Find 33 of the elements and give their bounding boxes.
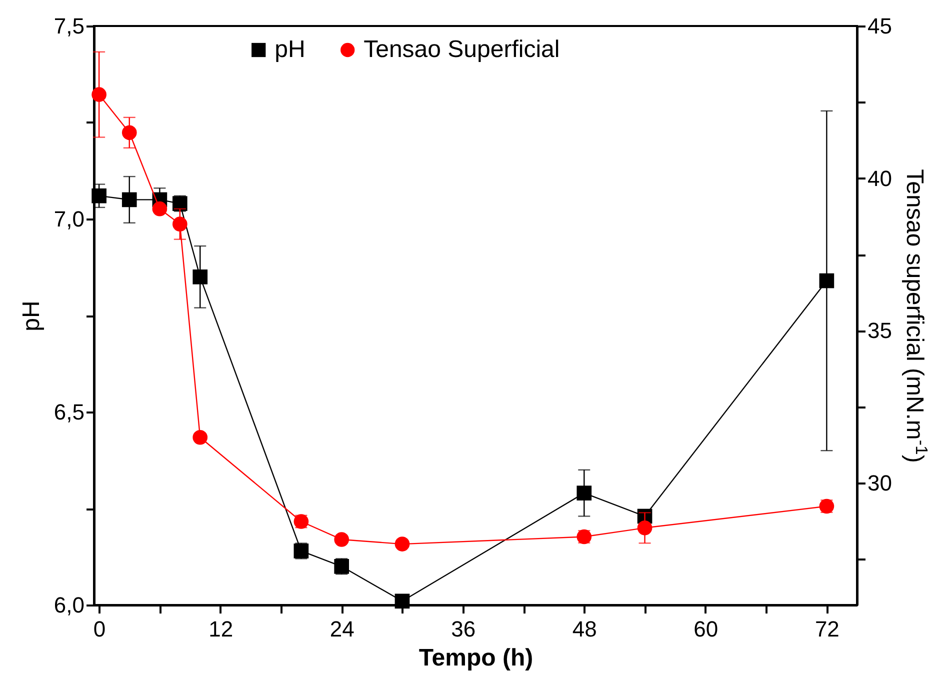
- point: [576, 486, 592, 500]
- point: [394, 536, 410, 552]
- y2-tick-label: 35: [868, 318, 892, 344]
- point: [192, 269, 208, 284]
- y-axis-title: pH: [18, 300, 45, 332]
- point: [122, 125, 137, 140]
- point: [172, 216, 188, 232]
- legend-label: Tensao Superficial: [364, 36, 560, 63]
- point: [192, 430, 208, 445]
- legend-label: pH: [274, 36, 306, 63]
- point: [394, 594, 410, 609]
- y-tick-label: 7,0: [54, 206, 84, 232]
- x-tick-label: 72: [814, 616, 840, 642]
- point: [122, 192, 137, 208]
- x-tick-label: 60: [694, 616, 718, 642]
- point: [637, 520, 652, 536]
- x-tick-label: 36: [451, 616, 476, 642]
- x-tick-label: 12: [208, 616, 234, 642]
- x-tick-label: 0: [93, 616, 106, 642]
- point: [92, 87, 106, 102]
- y2-tick-label: 30: [868, 470, 892, 496]
- point: [819, 273, 834, 288]
- x-axis-title: Tempo (h): [418, 644, 534, 672]
- y-tick-label: 6,0: [54, 592, 84, 618]
- x-tick-label: 48: [572, 616, 597, 642]
- point: [92, 188, 106, 204]
- y2-tick-label: 45: [868, 14, 892, 38]
- point: [152, 201, 168, 216]
- x-tick-label: 24: [330, 616, 354, 642]
- y-tick-label: 7,5: [54, 14, 84, 38]
- y2-tick-label: 40: [868, 166, 892, 191]
- point: [334, 532, 350, 547]
- y-tick-label: 6,5: [54, 400, 84, 424]
